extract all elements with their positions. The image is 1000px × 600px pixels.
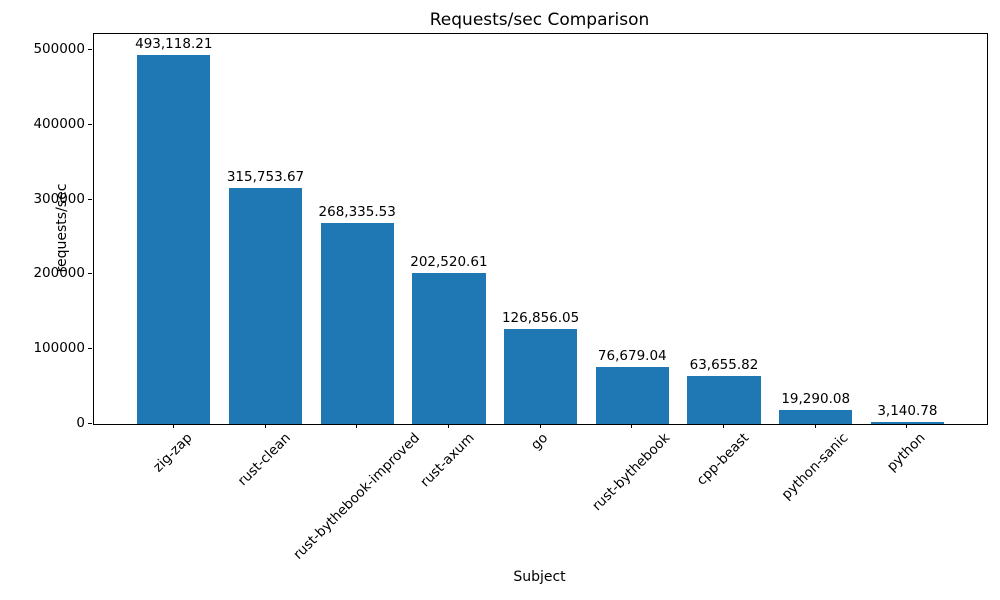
bar-value-label: 202,520.61 xyxy=(410,253,488,270)
x-tick-mark xyxy=(814,424,816,428)
x-tick-mark xyxy=(539,424,541,428)
y-tick-label: 100000 xyxy=(33,340,85,357)
bar-value-label: 493,118.21 xyxy=(135,36,213,53)
y-tick-label: 300000 xyxy=(33,190,85,207)
y-tick-mark xyxy=(88,198,92,200)
chart-title: Requests/sec Comparison xyxy=(429,10,650,30)
bar-value-label: 126,856.05 xyxy=(501,310,580,327)
bar xyxy=(228,187,303,424)
bar xyxy=(503,329,578,424)
bar xyxy=(137,55,211,424)
x-tick-mark xyxy=(906,424,908,428)
x-axis-label: Subject xyxy=(513,569,566,585)
x-tick-label: python xyxy=(883,430,929,475)
x-tick-mark xyxy=(172,424,174,428)
x-tick-mark xyxy=(723,424,724,428)
bar-value-label: 268,335.53 xyxy=(318,204,396,221)
x-tick-label: rust-axum xyxy=(417,430,478,491)
x-tick-label: rust-clean xyxy=(235,430,295,490)
x-tick-mark xyxy=(356,424,358,428)
x-tick-label: rust-bythebook-improved xyxy=(290,430,423,563)
x-tick-label: rust-bythebook xyxy=(589,430,674,515)
x-tick-label: python-sanic xyxy=(778,430,852,503)
bar-value-label: 76,679.04 xyxy=(597,347,667,364)
x-tick-label: go xyxy=(528,430,552,454)
y-tick-mark xyxy=(88,48,92,50)
bar-value-label: 315,753.67 xyxy=(226,168,305,185)
y-tick-label: 400000 xyxy=(33,115,85,132)
bar xyxy=(870,421,945,424)
y-tick-mark xyxy=(88,123,92,125)
x-tick-label: zig-zap xyxy=(150,430,196,476)
x-tick-label: cpp-beast xyxy=(693,430,753,489)
bar xyxy=(779,409,853,424)
x-tick-mark xyxy=(264,424,266,428)
x-tick-mark xyxy=(631,424,633,428)
bar xyxy=(320,223,394,424)
y-tick-mark xyxy=(88,423,92,424)
plot-area: 493,118.21 315,753.67 268,335.53 202,520.61… xyxy=(93,33,988,425)
bar xyxy=(687,376,761,424)
y-tick-mark xyxy=(88,273,92,275)
y-tick-label: 0 xyxy=(76,415,85,431)
y-tick-label: 500000 xyxy=(33,40,85,57)
y-tick-label: 200000 xyxy=(33,265,85,282)
x-tick-mark xyxy=(447,424,449,428)
bar-value-label: 63,655.82 xyxy=(689,357,759,374)
y-tick-mark xyxy=(88,348,92,350)
bar xyxy=(595,366,669,424)
bar xyxy=(412,272,486,424)
bar-value-label: 19,290.08 xyxy=(781,390,851,407)
bar-value-label: 3,140.78 xyxy=(877,402,938,419)
